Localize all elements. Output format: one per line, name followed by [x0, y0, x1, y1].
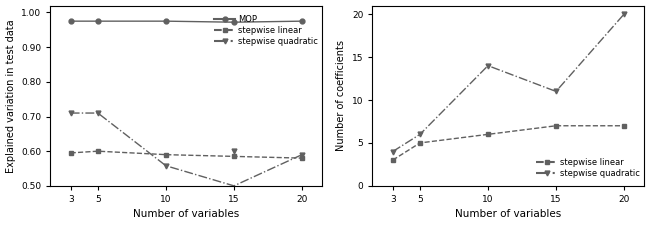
X-axis label: Number of variables: Number of variables — [455, 209, 562, 219]
Y-axis label: Explained variation in test data: Explained variation in test data — [6, 19, 16, 173]
Y-axis label: Number of coefficients: Number of coefficients — [336, 40, 346, 151]
Legend: stepwise linear, stepwise quadratic: stepwise linear, stepwise quadratic — [536, 158, 640, 178]
Legend: MOP, stepwise linear, stepwise quadratic: MOP, stepwise linear, stepwise quadratic — [214, 15, 318, 46]
X-axis label: Number of variables: Number of variables — [133, 209, 239, 219]
